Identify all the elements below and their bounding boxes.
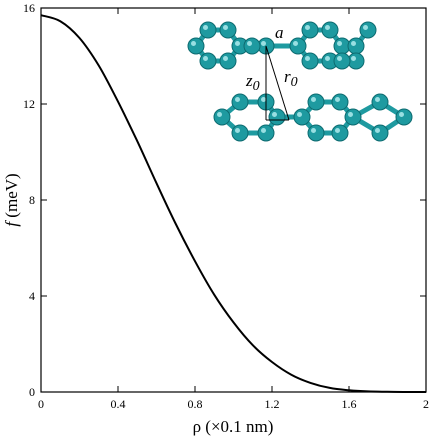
- atom-highlight: [337, 56, 342, 61]
- atom-highlight: [272, 112, 277, 117]
- atom: [395, 108, 413, 126]
- atom: [359, 21, 377, 39]
- atom: [289, 37, 307, 55]
- atom-highlight: [311, 97, 316, 102]
- atom-highlight: [235, 128, 240, 133]
- atom-highlight: [335, 97, 340, 102]
- atom: [333, 52, 351, 70]
- atom-highlight: [325, 25, 330, 30]
- x-tick-label: 0.4: [111, 397, 126, 411]
- y-tick-label: 8: [29, 193, 35, 207]
- x-tick-label: 0.8: [188, 397, 203, 411]
- x-tick-label: 1.2: [265, 397, 280, 411]
- atom: [321, 21, 339, 39]
- atom-highlight: [217, 112, 222, 117]
- atom-highlight: [223, 56, 228, 61]
- y-tick-label: 4: [29, 289, 35, 303]
- y-axis-label: f (meV): [2, 173, 21, 226]
- atom: [257, 124, 275, 142]
- atom-highlight: [247, 41, 252, 46]
- atom-highlight: [261, 128, 266, 133]
- x-axis-label: ρ (×0.1 nm): [193, 417, 274, 436]
- atom-highlight: [399, 112, 404, 117]
- inset-geometry-lines: [265, 45, 290, 121]
- atom-highlight: [191, 41, 196, 46]
- atom: [219, 21, 237, 39]
- atom-highlight: [348, 112, 353, 117]
- atom-highlight: [311, 128, 316, 133]
- atom: [243, 37, 261, 55]
- atom: [307, 93, 325, 111]
- atom: [199, 52, 217, 70]
- y-tick-label: 16: [23, 1, 35, 15]
- inset-atoms: [187, 21, 413, 142]
- atom: [347, 37, 365, 55]
- atom-highlight: [235, 97, 240, 102]
- inset-molecule-diagram: a z0 r0: [187, 21, 413, 142]
- atom: [187, 37, 205, 55]
- y-axis-ticks: 0 4 8 12 16: [23, 1, 426, 399]
- atom-highlight: [261, 97, 266, 102]
- atom-highlight: [223, 25, 228, 30]
- atom: [331, 124, 349, 142]
- y-tick-label: 12: [23, 97, 35, 111]
- atom: [371, 93, 389, 111]
- atom: [331, 93, 349, 111]
- atom: [231, 124, 249, 142]
- data-curve: [40, 14, 426, 393]
- atom-highlight: [203, 25, 208, 30]
- atom-highlight: [375, 128, 380, 133]
- atom-highlight: [297, 112, 302, 117]
- atom: [301, 52, 319, 70]
- x-tick-label: 2: [423, 397, 429, 411]
- label-z0: z0: [245, 71, 260, 94]
- atom-highlight: [375, 97, 380, 102]
- x-axis-ticks: 0 0.4 0.8 1.2 1.6 2: [38, 8, 429, 411]
- atom: [219, 52, 237, 70]
- atom-highlight: [351, 41, 356, 46]
- r0-line: [265, 45, 290, 121]
- atom: [301, 21, 319, 39]
- atom-highlight: [305, 56, 310, 61]
- atom-highlight: [305, 25, 310, 30]
- label-r0: r0: [284, 67, 298, 90]
- atom: [293, 108, 311, 126]
- atom-highlight: [337, 41, 342, 46]
- atom-highlight: [203, 56, 208, 61]
- atom: [307, 124, 325, 142]
- atom-highlight: [335, 128, 340, 133]
- atom-highlight: [363, 25, 368, 30]
- atom: [268, 108, 286, 126]
- y-tick-label: 0: [29, 385, 35, 399]
- label-a: a: [275, 23, 284, 42]
- atom: [371, 124, 389, 142]
- atom-highlight: [293, 41, 298, 46]
- atom: [231, 93, 249, 111]
- atom-highlight: [325, 56, 330, 61]
- x-tick-label: 0: [38, 397, 44, 411]
- atom: [344, 108, 362, 126]
- atom: [199, 21, 217, 39]
- atom-highlight: [351, 56, 356, 61]
- atom-highlight: [261, 41, 266, 46]
- x-tick-label: 1.6: [342, 397, 357, 411]
- atom: [213, 108, 231, 126]
- atom-highlight: [235, 41, 240, 46]
